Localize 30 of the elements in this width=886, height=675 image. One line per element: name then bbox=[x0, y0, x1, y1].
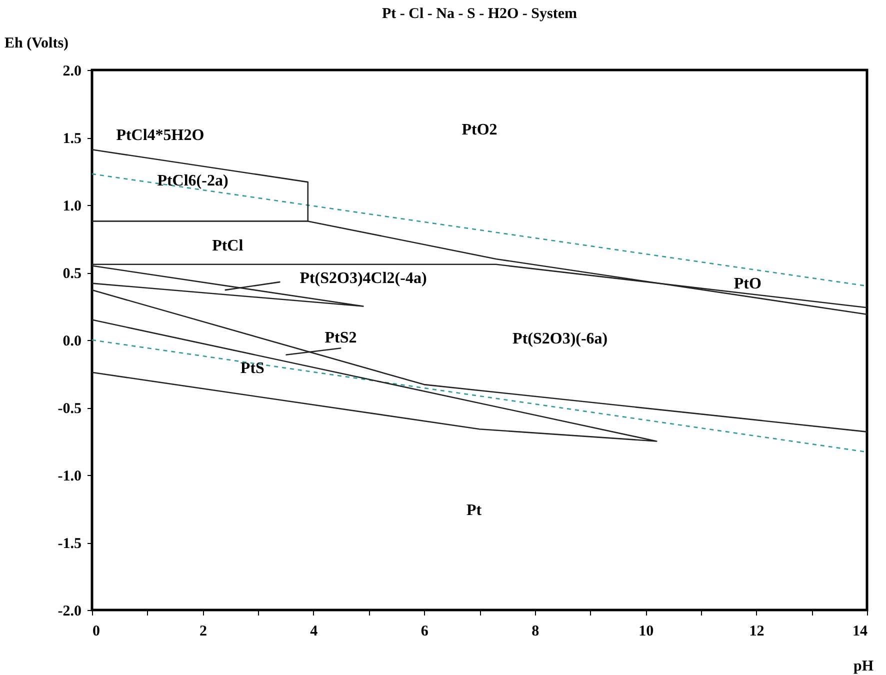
y-axis-title: Eh (Volts) bbox=[4, 36, 69, 52]
x-tick-label: 0 bbox=[92, 624, 100, 640]
annotation: Pt(S2O3)4Cl2(-4a) bbox=[300, 270, 427, 287]
annotation: PtO2 bbox=[462, 121, 498, 138]
annotation: PtCl4*5H2O bbox=[116, 126, 204, 144]
chart-title: Pt - Cl - Na - S - H2O - System bbox=[382, 6, 578, 22]
x-tick-label: 4 bbox=[310, 624, 318, 640]
annotation: PtS bbox=[240, 360, 265, 378]
x-tick-label: 8 bbox=[532, 624, 540, 640]
y-tick-label: -2.0 bbox=[58, 604, 82, 620]
y-tick-label: -1.5 bbox=[58, 536, 82, 552]
y-tick-label: 0.0 bbox=[62, 334, 82, 350]
x-tick-label: 6 bbox=[420, 624, 429, 640]
annotation: Pt(S2O3)(-6a) bbox=[512, 330, 608, 348]
y-tick-label: -0.5 bbox=[58, 401, 82, 417]
annotation: PtS2 bbox=[324, 329, 357, 346]
annotation: PtO bbox=[734, 275, 762, 292]
annotation: Pt bbox=[466, 502, 482, 520]
annotation: PtCl bbox=[212, 238, 244, 254]
y-tick-label: -1.0 bbox=[58, 468, 82, 484]
annotation: PtCl6(-2a) bbox=[157, 172, 228, 190]
y-tick-label: 2.0 bbox=[62, 64, 82, 80]
x-tick-label: 10 bbox=[638, 624, 654, 640]
y-tick-label: 1.0 bbox=[62, 198, 82, 214]
x-tick-label: 14 bbox=[852, 624, 868, 640]
x-tick-label: 2 bbox=[199, 624, 207, 640]
x-tick-label: 12 bbox=[749, 624, 764, 640]
x-axis-title: pH bbox=[853, 658, 874, 674]
y-tick-label: 1.5 bbox=[62, 131, 82, 147]
y-tick-label: 0.5 bbox=[62, 266, 82, 282]
